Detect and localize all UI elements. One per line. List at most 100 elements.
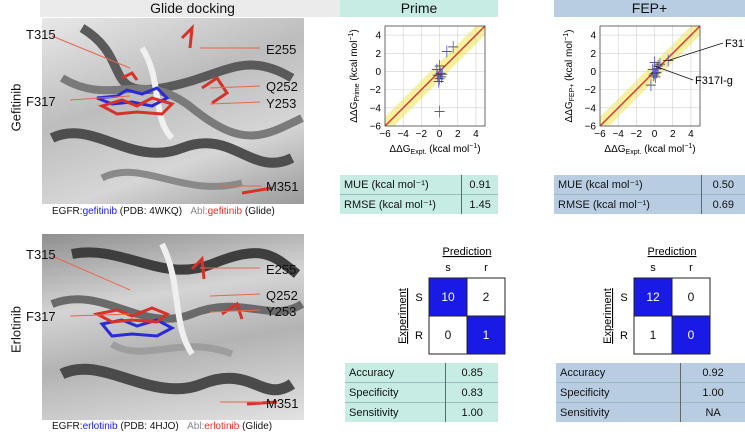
table-row: Sensitivity NA bbox=[556, 402, 745, 422]
caption-drug-blue: gefitinib bbox=[82, 206, 118, 217]
table-row: MUE (kcal mol⁻¹) 0.91 bbox=[340, 175, 498, 195]
caption-glide: (Glide) bbox=[242, 206, 275, 217]
plot-frame bbox=[599, 25, 701, 127]
residue-label-y253: Y253 bbox=[266, 304, 297, 319]
prediction-label: Prediction bbox=[648, 246, 697, 258]
annotation-label: F317I-g bbox=[695, 75, 733, 87]
matrix-cell-value: 0 bbox=[445, 328, 452, 342]
caption-pdb: (PDB: 4HJO) bbox=[117, 421, 179, 432]
mue-value: 0.91 bbox=[461, 175, 498, 195]
row-label-R: R bbox=[620, 330, 628, 342]
matrix-cell bbox=[428, 315, 468, 355]
residue-label-q252: Q252 bbox=[266, 79, 298, 94]
scatter-chart-fep: −6 −4 −2 0 2 4 −6 −4 −2 0 2 4 ΔΔGExpt. (kcal mol−1) Δ… bbox=[563, 25, 745, 156]
caption-erlotinib: EGFR:erlotinib (PDB: 4HJO) Abl:erlotinib… bbox=[52, 421, 272, 432]
y-tick-label: −2 bbox=[370, 85, 382, 96]
plot-frame bbox=[384, 25, 486, 127]
caption-egfr: EGFR: bbox=[52, 206, 83, 217]
specificity-label: Specificity bbox=[345, 382, 446, 403]
accuracy-label: Accuracy bbox=[349, 366, 395, 379]
matrix-cell bbox=[466, 315, 506, 355]
caption-pdb: (PDB: 4WKQ) bbox=[117, 206, 183, 217]
rmse-value: 0.69 bbox=[700, 194, 745, 214]
sensitivity-value: 1.00 bbox=[445, 402, 498, 422]
table-row: Accuracy 0.85 bbox=[345, 363, 498, 383]
matrix-cell-value: 12 bbox=[646, 290, 660, 304]
structure-ribbons-erlotinib bbox=[50, 242, 304, 406]
rmse-label: RMSE (kcal mol⁻¹) bbox=[554, 194, 702, 214]
accuracy-value: 0.92 bbox=[680, 363, 745, 383]
x-tick-label: −2 bbox=[416, 129, 428, 140]
y-tick-label: 2 bbox=[590, 49, 596, 60]
column-label-r: r bbox=[484, 262, 488, 274]
mue-label: MUE (kcal mol⁻¹) bbox=[344, 179, 429, 191]
x-tick-label: −4 bbox=[612, 129, 624, 140]
y-tick-label: 0 bbox=[590, 67, 596, 78]
plot-area bbox=[600, 26, 700, 126]
experiment-label: Experiment bbox=[602, 288, 614, 344]
residue-label-m351: M351 bbox=[266, 396, 299, 411]
specificity-value: 0.83 bbox=[445, 382, 498, 403]
annotation-label: F317I-e bbox=[725, 38, 745, 50]
structure-image-gefitinib bbox=[42, 18, 304, 204]
annotation-leader bbox=[668, 42, 724, 61]
y-tick-label: −4 bbox=[370, 103, 382, 114]
matrix-cell-value: 1 bbox=[650, 328, 657, 342]
residue-label-f317: F317 bbox=[26, 94, 56, 109]
prime-stats-table: MUE (kcal mol⁻¹) 0.91 RMSE (kcal mol⁻¹) 1.… bbox=[340, 175, 498, 214]
x-tick-label: −6 bbox=[594, 129, 606, 140]
residue-label-t315: T315 bbox=[26, 247, 56, 262]
y-tick-label: −6 bbox=[585, 122, 597, 133]
x-tick-label: −2 bbox=[631, 129, 643, 140]
y-axis-label: ΔΔGPrime (kcal mol−1) bbox=[348, 29, 361, 123]
y-tick-label: −6 bbox=[370, 122, 382, 133]
x-axis-label: ΔΔGExpt. (kcal mol−1) bbox=[389, 143, 480, 156]
column-label-s: s bbox=[650, 262, 656, 274]
caption-drug-red: gefitinib bbox=[207, 206, 243, 217]
matrix-cell-value: 1 bbox=[483, 328, 490, 342]
structure-ribbons-gefitinib bbox=[49, 23, 304, 195]
sensitivity-label: Sensitivity bbox=[345, 402, 446, 422]
x-tick-label: 0 bbox=[437, 129, 443, 140]
identity-line bbox=[600, 26, 700, 126]
confusion-matrix-prime: Prediction s r Experiment S R 10 2 0 1 bbox=[397, 246, 506, 355]
y-tick-label: −4 bbox=[585, 103, 597, 114]
specificity-value: 1.00 bbox=[680, 382, 745, 403]
fep-header: FEP+ bbox=[554, 0, 745, 17]
caption-drug-blue: erlotinib bbox=[82, 421, 118, 432]
x-tick-label: 0 bbox=[652, 129, 658, 140]
matrix-cell bbox=[466, 277, 506, 317]
table-row: RMSE (kcal mol⁻¹) 0.69 bbox=[554, 194, 745, 214]
accuracy-value: 0.85 bbox=[445, 363, 498, 383]
specificity-label: Specificity bbox=[556, 382, 681, 403]
row-label-S: S bbox=[415, 292, 422, 304]
y-axis-label: ΔΔGFEP+ (kcal mol−1) bbox=[563, 30, 576, 123]
y-tick-label: 4 bbox=[590, 31, 596, 42]
caption-egfr: EGFR: bbox=[52, 421, 83, 432]
residue-label-t315: T315 bbox=[26, 27, 56, 42]
x-tick-label: −6 bbox=[379, 129, 391, 140]
column-label-r: r bbox=[689, 262, 693, 274]
residue-label-e255: E255 bbox=[266, 42, 297, 57]
y-tick-label: −2 bbox=[585, 85, 597, 96]
x-tick-label: 4 bbox=[688, 129, 694, 140]
residue-label-y253: Y253 bbox=[266, 96, 297, 111]
accuracy-label: Accuracy bbox=[560, 366, 606, 379]
residue-label-e255: E255 bbox=[266, 262, 297, 277]
x-tick-label: −4 bbox=[397, 129, 409, 140]
row-label-S: S bbox=[620, 292, 627, 304]
table-row: Specificity 1.00 bbox=[556, 382, 745, 403]
y-tick-label: 2 bbox=[375, 49, 381, 60]
matrix-cell-value: 10 bbox=[441, 290, 455, 304]
caption-gefitinib: EGFR:gefitinib (PDB: 4WKQ) Abl:gefitinib… bbox=[52, 206, 275, 217]
matrix-cell bbox=[671, 315, 711, 355]
mue-value: 0.50 bbox=[700, 175, 745, 195]
table-row: Specificity 0.83 bbox=[345, 382, 498, 403]
fep-class-table: Accuracy 0.92 Specificity 1.00 Sensitivity… bbox=[556, 363, 745, 422]
x-tick-label: 2 bbox=[670, 129, 676, 140]
rmse-value: 1.45 bbox=[461, 194, 498, 214]
confusion-matrix-fep: Prediction s r Experiment S R 12 0 1 0 bbox=[602, 246, 711, 355]
table-row: Sensitivity 1.00 bbox=[345, 402, 498, 422]
prime-header: Prime bbox=[340, 0, 498, 17]
y-tick-label: 0 bbox=[375, 67, 381, 78]
